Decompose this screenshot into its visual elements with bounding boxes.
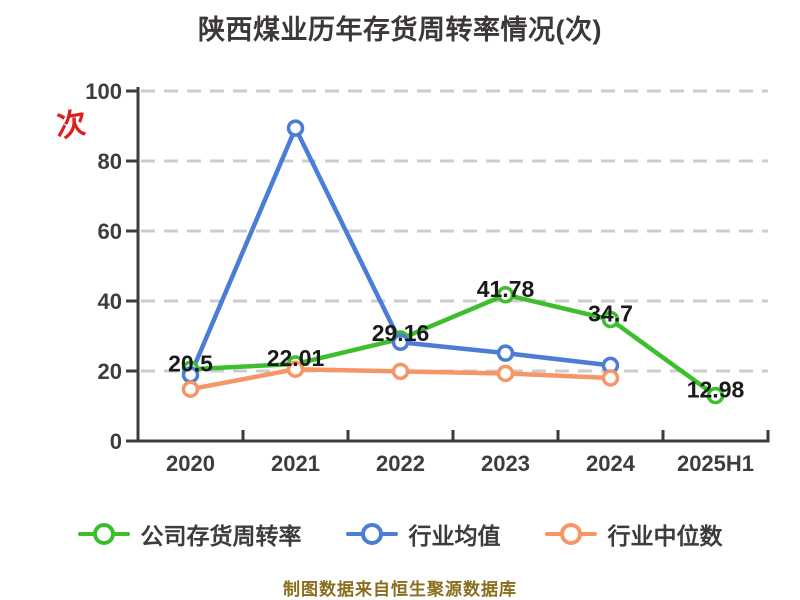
legend-item-1[interactable]: 行业均值 xyxy=(345,517,501,551)
legend-item-0[interactable]: 公司存货周转率 xyxy=(77,517,302,551)
legend-item-2[interactable]: 行业中位数 xyxy=(544,517,723,551)
data-point-series-0 xyxy=(601,310,620,329)
x-tick-label: 2021 xyxy=(271,451,320,476)
legend-marker-icon xyxy=(345,523,398,545)
data-point-series-0 xyxy=(496,286,515,304)
legend-label: 行业均值 xyxy=(408,523,501,549)
legend-dot-swatch xyxy=(559,523,582,545)
data-point-series-2 xyxy=(496,364,515,383)
data-label: 22.01 xyxy=(267,345,325,371)
chart-title: 陕西煤业历年存货周转率情况(次) xyxy=(198,15,602,45)
data-label: 41.78 xyxy=(477,276,535,302)
y-tick-label: 80 xyxy=(98,149,122,174)
series-line-0 xyxy=(188,292,718,398)
chart-plot: 0 20 40 60 80 100 2020 2021 2022 2023 2024 2025H1 20… xyxy=(85,79,770,476)
data-label: 20.5 xyxy=(168,350,213,376)
y-tick-label: 0 xyxy=(110,429,122,454)
x-tick-label: 2025H1 xyxy=(677,451,754,476)
x-tick-label: 2024 xyxy=(586,451,636,476)
data-label: 12.98 xyxy=(687,377,745,403)
legend-marker-icon xyxy=(544,523,597,545)
chart-legend: 公司存货周转率 行业均值 行业中位数 xyxy=(0,517,800,551)
legend-dot-swatch xyxy=(360,523,383,545)
data-point-series-1 xyxy=(391,333,410,352)
data-point-series-1 xyxy=(286,119,305,137)
footer-note: 制图数据来自恒生聚源数据库 xyxy=(283,580,517,599)
y-tick-label: 20 xyxy=(98,359,122,384)
data-label: 34.7 xyxy=(588,301,633,327)
data-point-series-2 xyxy=(601,369,620,387)
x-tick-label: 2023 xyxy=(481,451,530,476)
data-point-series-0 xyxy=(706,386,725,405)
legend-label: 公司存货周转率 xyxy=(140,523,302,549)
x-tick-label: 2020 xyxy=(166,451,215,476)
y-tick-label: 100 xyxy=(85,79,122,104)
data-point-series-2 xyxy=(181,380,200,398)
data-point-series-2 xyxy=(286,360,305,378)
x-tick-label: 2022 xyxy=(376,451,425,476)
legend-marker-icon xyxy=(77,523,130,545)
data-point-series-2 xyxy=(391,362,410,381)
legend-label: 行业中位数 xyxy=(607,523,723,549)
data-label: 29.16 xyxy=(372,320,430,346)
legend-dot-swatch xyxy=(92,523,115,545)
data-point-series-1 xyxy=(496,344,515,362)
y-tick-label: 60 xyxy=(98,219,122,244)
y-tick-label: 40 xyxy=(98,289,122,314)
